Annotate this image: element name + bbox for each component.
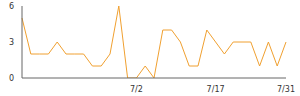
svg-text:3: 3 bbox=[9, 38, 14, 47]
svg-text:0: 0 bbox=[9, 74, 14, 83]
svg-text:6: 6 bbox=[9, 2, 14, 11]
svg-text:7/17: 7/17 bbox=[207, 85, 225, 94]
svg-text:7/31: 7/31 bbox=[277, 85, 292, 94]
svg-text:7/2: 7/2 bbox=[130, 85, 143, 94]
